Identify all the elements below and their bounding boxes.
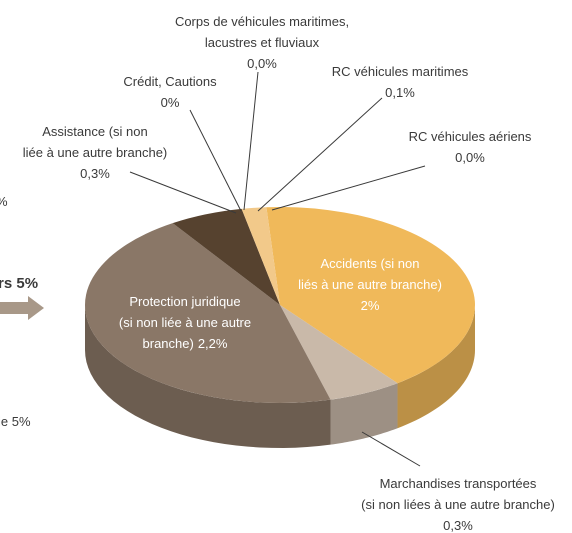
- pie-slice: [172, 208, 280, 305]
- category-line: branche): [143, 336, 194, 351]
- pie-slice: [280, 305, 398, 400]
- cropped-label: rs 5%: [0, 275, 38, 292]
- slice-label: Corps de véhicules maritimes,: [175, 14, 349, 29]
- value-label: 0,1%: [385, 85, 415, 100]
- slice-label: branche) 2,2%: [143, 336, 228, 351]
- slice-label: liés à une autre branche): [298, 277, 442, 292]
- leader-line: [257, 97, 383, 212]
- pie-slice: [241, 207, 280, 305]
- value-label: 0,3%: [443, 518, 473, 533]
- value-label: 2%: [361, 298, 380, 313]
- leader-line: [361, 431, 421, 467]
- category-line: (si non liées à une autre branche): [361, 497, 555, 512]
- pie-side: [330, 383, 398, 445]
- value-label: 2,2%: [198, 336, 228, 351]
- category-line: (si non liée à une autre: [119, 315, 251, 330]
- slice-label: Assistance (si non: [42, 124, 148, 139]
- leader-line: [189, 109, 242, 212]
- category-line: Protection juridique: [129, 294, 240, 309]
- slice-label: Protection juridique: [129, 294, 240, 309]
- leader-line: [129, 171, 237, 214]
- category-line: Assistance (si non: [42, 124, 148, 139]
- value-label: 0,0%: [455, 150, 485, 165]
- slice-label: Crédit, Cautions: [123, 74, 217, 89]
- category-line: liée à une autre branche): [23, 145, 168, 160]
- category-line: liés à une autre branche): [298, 277, 442, 292]
- slice-label: Marchandises transportées: [380, 476, 537, 491]
- category-line: Accidents (si non: [321, 256, 420, 271]
- category-line: RC véhicules maritimes: [332, 64, 469, 79]
- pie-slice: [266, 207, 476, 384]
- category-line: Crédit, Cautions: [123, 74, 217, 89]
- arrow: [0, 296, 44, 320]
- pie-side: [397, 305, 475, 429]
- cropped-label: %: [0, 194, 8, 209]
- slice-label: liée à une autre branche): [23, 145, 168, 160]
- leader-line: [271, 165, 426, 211]
- slice-label: Accidents (si non: [321, 256, 420, 271]
- value-label: 0%: [161, 95, 180, 110]
- leader-line: [243, 71, 259, 211]
- slice-label: RC véhicules maritimes: [332, 64, 469, 79]
- slice-label: RC véhicules aériens: [409, 129, 532, 144]
- value-label: 0,0%: [247, 56, 277, 71]
- category-line: RC véhicules aériens: [409, 129, 532, 144]
- cropped-label: ie 5%: [0, 414, 31, 429]
- slice-label: (si non liée à une autre: [119, 315, 251, 330]
- category-line: Marchandises transportées: [380, 476, 537, 491]
- category-line: Corps de véhicules maritimes,: [175, 14, 349, 29]
- value-label: 0,3%: [80, 166, 110, 181]
- slice-label: (si non liées à une autre branche): [361, 497, 555, 512]
- category-line: lacustres et fluviaux: [205, 35, 320, 50]
- slice-label: lacustres et fluviaux: [205, 35, 320, 50]
- pie-slice: [84, 223, 331, 404]
- pie-side: [85, 305, 331, 448]
